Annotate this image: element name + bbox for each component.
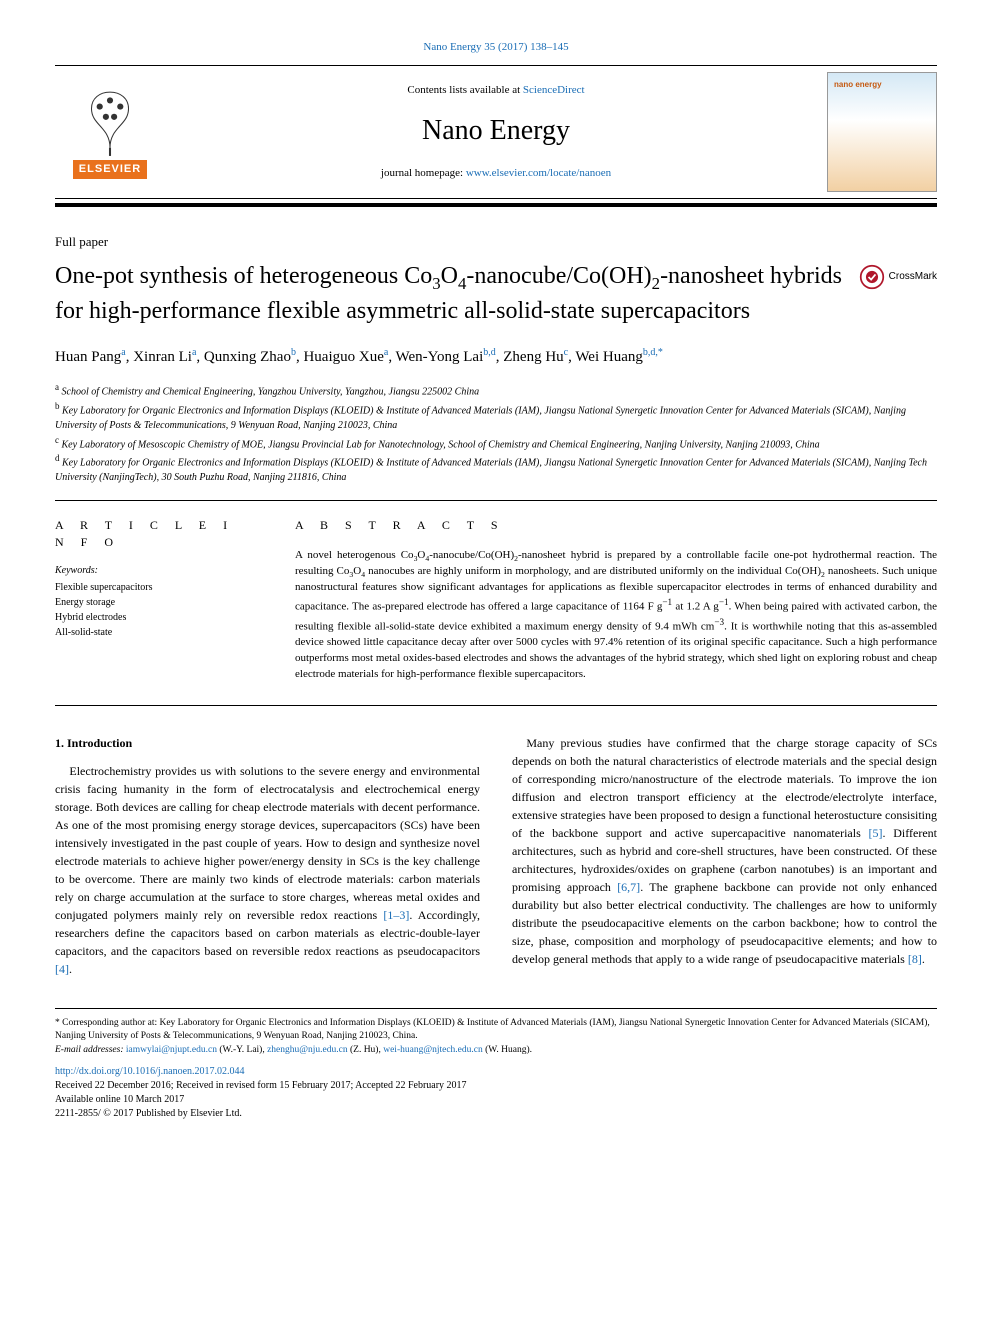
abstract-text: A novel heterogenous Co3O4-nanocube/Co(O… [295,548,937,684]
contents-line: Contents lists available at ScienceDirec… [165,83,827,98]
journal-title: Nano Energy [165,111,827,150]
available-line: Available online 10 March 2017 [55,1093,937,1107]
journal-ref-top: Nano Energy 35 (2017) 138–145 [55,40,937,55]
homepage-prefix: journal homepage: [381,167,466,179]
copyright-line: 2211-2855/ © 2017 Published by Elsevier … [55,1107,937,1121]
journal-header: ELSEVIER Contents lists available at Sci… [55,65,937,199]
crossmark-badge[interactable]: CrossMark [859,264,937,290]
article-type: Full paper [55,233,937,251]
affiliation-line: a School of Chemistry and Chemical Engin… [55,381,937,400]
journal-ref-link[interactable]: Nano Energy 35 (2017) 138–145 [423,41,568,53]
crossmark-label: CrossMark [889,270,937,284]
corresponding-author-note: * Corresponding author at: Key Laborator… [55,1017,937,1044]
article-info-col: A R T I C L E I N F O Keywords: Flexible… [55,517,255,683]
received-line: Received 22 December 2016; Received in r… [55,1079,937,1093]
keywords-label: Keywords: [55,564,255,578]
homepage-link[interactable]: www.elsevier.com/locate/nanoen [466,167,611,179]
journal-cover-thumb: nano energy [827,72,937,192]
intro-paragraph-1: Electrochemistry provides us with soluti… [55,762,480,978]
header-thick-rule [55,203,937,207]
abstract-head: A B S T R A C T S [295,517,937,534]
affiliation-line: d Key Laboratory for Organic Electronics… [55,452,937,485]
publisher-logo-block: ELSEVIER [55,86,165,179]
homepage-line: journal homepage: www.elsevier.com/locat… [165,166,827,181]
keyword-item: Hybrid electrodes [55,610,255,625]
emails: iamwylai@njupt.edu.cn (W.-Y. Lai), zheng… [126,1045,532,1055]
section-1-heading: 1. Introduction [55,734,480,752]
crossmark-icon [859,264,885,290]
meta-section: A R T I C L E I N F O Keywords: Flexible… [55,517,937,683]
header-center: Contents lists available at ScienceDirec… [165,83,827,181]
email-line: E-mail addresses: iamwylai@njupt.edu.cn … [55,1044,937,1057]
intro-paragraph-2: Many previous studies have confirmed tha… [512,734,937,968]
cover-label: nano energy [834,79,882,90]
affiliation-line: c Key Laboratory of Mesoscopic Chemistry… [55,434,937,453]
elsevier-label: ELSEVIER [73,160,147,179]
email-label: E-mail addresses: [55,1045,126,1055]
contents-prefix: Contents lists available at [407,84,522,96]
elsevier-tree-icon [77,86,143,158]
doi-link[interactable]: http://dx.doi.org/10.1016/j.nanoen.2017.… [55,1066,245,1077]
authors-line: Huan Panga, Xinran Lia, Qunxing Zhaob, H… [55,345,937,369]
article-title: One-pot synthesis of heterogeneous Co3O4… [55,260,849,328]
article-info-head: A R T I C L E I N F O [55,517,255,551]
affiliations-block: a School of Chemistry and Chemical Engin… [55,381,937,485]
keyword-item: Flexible supercapacitors [55,580,255,595]
body-columns: 1. Introduction Electrochemistry provide… [55,734,937,978]
keyword-item: Energy storage [55,595,255,610]
meta-top-rule [55,500,937,501]
affiliation-line: b Key Laboratory for Organic Electronics… [55,400,937,433]
footer-rule [55,1008,937,1009]
abstract-col: A B S T R A C T S A novel heterogenous C… [295,517,937,683]
sciencedirect-link[interactable]: ScienceDirect [523,84,585,96]
doi-line: http://dx.doi.org/10.1016/j.nanoen.2017.… [55,1065,937,1079]
keyword-item: All-solid-state [55,625,255,640]
body-top-rule [55,705,937,706]
